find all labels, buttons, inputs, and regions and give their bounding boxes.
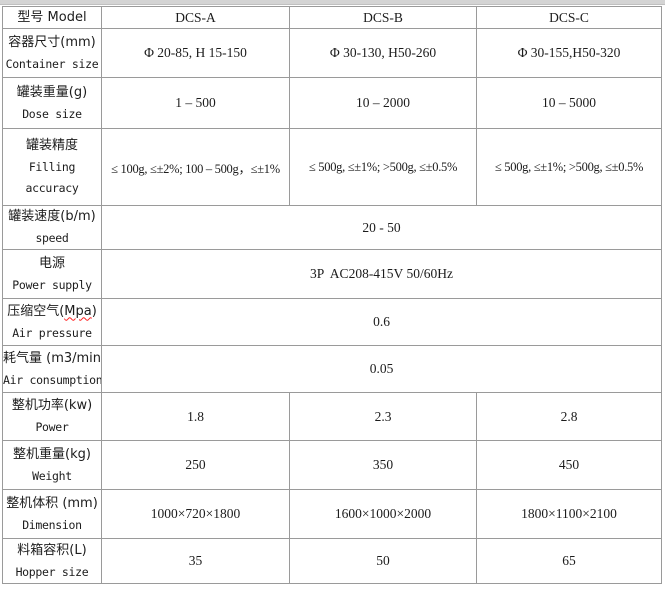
misspelled-word: Mpa <box>64 303 92 319</box>
row-label-zh: 罐装重量(g) <box>16 84 88 100</box>
row-label-cell: 容器尺寸(mm) Container size <box>2 28 102 78</box>
row-label-cell: 罐装速度(b/m) speed <box>2 205 102 250</box>
spec-cell: 1000×720×1800 <box>101 489 290 539</box>
row-label-en: Power <box>35 420 69 434</box>
spec-cell: 10 – 2000 <box>289 77 477 129</box>
model-name-cell: DCS-A <box>101 6 290 29</box>
spec-cell: 50 <box>289 538 477 584</box>
row-label-cell: 耗气量 (m3/min) Air consumption <box>2 345 102 393</box>
model-name-cell: DCS-C <box>476 6 662 29</box>
row-power-supply: 电源 Power supply 3P AC208-415V 50/60Hz <box>2 249 662 299</box>
row-label-en: Container size <box>5 56 99 71</box>
spec-cell: ≤ 500g, ≤±1%; >500g, ≤±0.5% <box>476 128 662 206</box>
row-air-pressure: 压缩空气(Mpa) Air pressure 0.6 <box>2 298 662 346</box>
row-label-cell: 整机功率(kw) Power <box>2 392 102 441</box>
spec-cell: 1.8 <box>101 392 290 441</box>
row-label-cell: 压缩空气(Mpa) Air pressure <box>2 298 102 346</box>
model-name-cell: DCS-B <box>289 6 477 29</box>
row-label-cell: 电源 Power supply <box>2 249 102 299</box>
spec-cell: 450 <box>476 440 662 490</box>
spec-cell: 1 – 500 <box>101 77 290 129</box>
row-label-en: Filling accuracy <box>25 160 79 195</box>
row-label-en: Weight <box>32 468 72 483</box>
row-label-cell: 罐装重量(g) Dose size <box>2 77 102 129</box>
row-label-zh: 容器尺寸(mm) <box>8 34 96 50</box>
row-container-size: 容器尺寸(mm) Container size Φ 20-85, H 15-15… <box>2 28 662 78</box>
row-label-en: speed <box>35 231 69 245</box>
header-row: 型号 Model DCS-A DCS-B DCS-C <box>2 6 662 29</box>
spec-cell-span: 3P AC208-415V 50/60Hz <box>101 249 662 299</box>
spec-cell: 1600×1000×2000 <box>289 489 477 539</box>
row-label-en: Power supply <box>12 277 92 292</box>
row-label-en: Dose size <box>22 106 82 121</box>
spec-cell: Φ 20-85, H 15-150 <box>101 28 290 78</box>
spec-cell: 2.3 <box>289 392 477 441</box>
row-label-zh: 电源 <box>38 255 65 271</box>
spec-cell: 35 <box>101 538 290 584</box>
row-label-zh: 罐装精度 <box>25 138 78 153</box>
row-label-zh: 整机体积 (mm) <box>6 495 98 511</box>
row-label-cell: 整机体积 (mm) Dimension <box>2 489 102 539</box>
spec-cell: Φ 30-130, H50-260 <box>289 28 477 78</box>
row-label-zh: 料箱容积(L) <box>17 542 87 558</box>
row-label-zh: 整机功率(kw) <box>11 398 93 413</box>
row-label-cell: 料箱容积(L) Hopper size <box>2 538 102 584</box>
row-air-consumption: 耗气量 (m3/min) Air consumption 0.05 <box>2 345 662 393</box>
spec-cell: 10 – 5000 <box>476 77 662 129</box>
row-dose-size: 罐装重量(g) Dose size 1 – 500 10 – 2000 10 –… <box>2 77 662 129</box>
row-label-zh: 整机重量(kg) <box>13 446 91 462</box>
spec-cell: Φ 30-155,H50-320 <box>476 28 662 78</box>
row-label-en: Dimension <box>22 517 82 532</box>
spec-cell-span: 0.05 <box>101 345 662 393</box>
spec-cell: 250 <box>101 440 290 490</box>
spec-table: 型号 Model DCS-A DCS-B DCS-C 容器尺寸(mm) Cont… <box>2 6 662 584</box>
row-label-zh: 压缩空气(Mpa) <box>4 301 101 323</box>
header-label: 型号 Model <box>17 9 87 25</box>
row-label-en: Air consumption <box>3 372 102 387</box>
row-label-cell: 整机重量(kg) Weight <box>2 440 102 490</box>
row-label-zh: 耗气量 (m3/min) <box>3 350 102 366</box>
row-label-en: Hopper size <box>15 564 89 579</box>
row-power: 整机功率(kw) Power 1.8 2.3 2.8 <box>2 392 662 441</box>
spec-cell: 350 <box>289 440 477 490</box>
row-filling-accuracy: 罐装精度 Filling accuracy ≤ 100g, ≤±2%; 100 … <box>2 128 662 206</box>
spec-cell: ≤ 100g, ≤±2%; 100 – 500g，≤±1% <box>101 128 290 206</box>
label-text: 压缩空气( <box>7 303 65 319</box>
spec-cell: 2.8 <box>476 392 662 441</box>
label-text: ) <box>91 303 97 319</box>
row-hopper-size: 料箱容积(L) Hopper size 35 50 65 <box>2 538 662 584</box>
row-speed: 罐装速度(b/m) speed 20 - 50 <box>2 205 662 250</box>
row-label-cell: 罐装精度 Filling accuracy <box>2 128 102 206</box>
row-weight: 整机重量(kg) Weight 250 350 450 <box>2 440 662 490</box>
spec-cell-span: 20 - 50 <box>101 205 662 250</box>
row-label-en: Air pressure <box>12 325 92 340</box>
spec-cell: 65 <box>476 538 662 584</box>
spec-cell-span: 0.6 <box>101 298 662 346</box>
row-dimension: 整机体积 (mm) Dimension 1000×720×1800 1600×1… <box>2 489 662 539</box>
spec-cell: ≤ 500g, ≤±1%; >500g, ≤±0.5% <box>289 128 477 206</box>
spec-cell: 1800×1100×2100 <box>476 489 662 539</box>
header-label-cell: 型号 Model <box>2 6 102 29</box>
top-strip <box>0 0 665 5</box>
row-label-zh: 罐装速度(b/m) <box>8 209 96 224</box>
